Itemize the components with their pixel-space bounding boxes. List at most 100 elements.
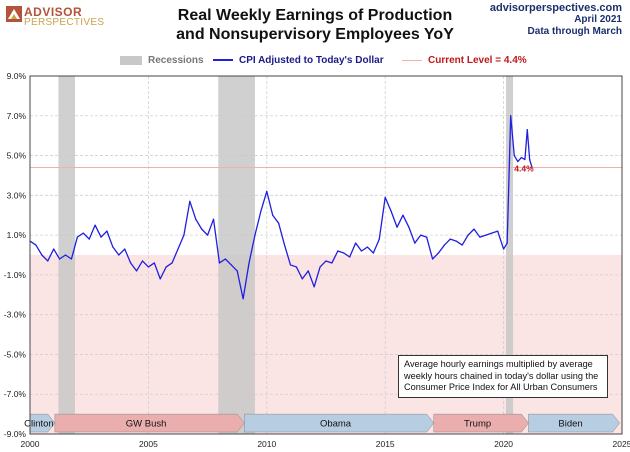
president-term-arrow bbox=[54, 413, 245, 433]
data-point bbox=[526, 129, 528, 131]
x-tick-label: 2005 bbox=[139, 439, 158, 449]
president-label: GW Bush bbox=[126, 419, 167, 430]
data-point bbox=[384, 196, 386, 198]
current-level-label: 4.4% bbox=[514, 163, 534, 173]
data-point bbox=[510, 115, 512, 117]
data-point bbox=[420, 234, 422, 236]
data-point bbox=[313, 286, 315, 288]
x-tick-label: 2025 bbox=[613, 439, 630, 449]
legend-label-recessions: Recessions bbox=[148, 54, 204, 66]
data-point bbox=[506, 242, 508, 244]
data-point bbox=[408, 226, 410, 228]
data-point bbox=[153, 262, 155, 264]
data-point bbox=[212, 218, 215, 220]
data-point bbox=[159, 278, 161, 280]
data-point bbox=[283, 244, 286, 246]
publish-date: April 2021 bbox=[574, 14, 622, 25]
legend-swatch-cpi bbox=[213, 59, 233, 61]
data-point bbox=[141, 260, 144, 262]
data-point bbox=[461, 244, 463, 246]
y-tick-label: -9.0% bbox=[4, 429, 27, 439]
legend-label-cpi: CPI Adjusted to Today's Dollar bbox=[239, 54, 384, 66]
data-point bbox=[272, 214, 274, 216]
data-point bbox=[307, 270, 309, 272]
data-point bbox=[325, 260, 327, 262]
legend-label-current-level: Current Level = 4.4% bbox=[428, 54, 527, 66]
logo-mark-icon bbox=[6, 6, 22, 22]
data-point bbox=[343, 252, 345, 254]
data-point bbox=[531, 166, 533, 169]
plot-frame bbox=[29, 75, 623, 435]
data-point bbox=[183, 234, 185, 236]
source-site: advisorperspectives.com bbox=[489, 2, 622, 14]
data-point bbox=[524, 158, 526, 161]
y-tick-label: -3.0% bbox=[4, 310, 27, 320]
x-tick-label: 2010 bbox=[257, 439, 276, 449]
data-point bbox=[189, 200, 191, 202]
president-term-arrow bbox=[433, 413, 529, 433]
data-point bbox=[94, 224, 96, 226]
data-point bbox=[278, 222, 280, 224]
data-point bbox=[124, 248, 126, 250]
data-point bbox=[112, 246, 114, 248]
advisor-perspectives-logo: ADVISOR PERSPECTIVES bbox=[6, 4, 116, 30]
y-tick-label: -1.0% bbox=[4, 270, 27, 280]
y-tick-label: 1.0% bbox=[7, 230, 27, 240]
data-point bbox=[260, 210, 262, 212]
data-point bbox=[414, 242, 416, 244]
legend-swatch-recessions bbox=[120, 55, 142, 65]
series-line-cpi-adjusted bbox=[29, 115, 533, 300]
x-tick-label: 2000 bbox=[21, 439, 40, 449]
legend-item-recessions: Recessions bbox=[120, 52, 204, 68]
data-point bbox=[165, 266, 167, 268]
data-point bbox=[230, 264, 232, 266]
data-point bbox=[147, 266, 149, 268]
x-tick-label: 2015 bbox=[376, 439, 395, 449]
data-point bbox=[53, 248, 55, 250]
data-point bbox=[360, 250, 363, 252]
data-point bbox=[402, 214, 404, 216]
y-tick-label: 5.0% bbox=[7, 151, 27, 161]
data-point bbox=[497, 230, 499, 232]
president-label: Obama bbox=[320, 419, 352, 430]
data-point bbox=[319, 266, 321, 268]
data-point bbox=[171, 262, 173, 264]
data-point bbox=[64, 254, 67, 256]
data-point bbox=[449, 238, 451, 240]
president-label: Biden bbox=[558, 419, 582, 430]
data-point bbox=[236, 270, 238, 272]
data-point bbox=[426, 236, 428, 238]
data-point bbox=[372, 252, 374, 254]
legend-swatch-current-level bbox=[402, 59, 422, 61]
chart-legend: Recessions CPI Adjusted to Today's Dolla… bbox=[30, 52, 622, 68]
data-point bbox=[106, 230, 108, 232]
y-tick-label: -5.0% bbox=[4, 349, 27, 359]
data-point bbox=[47, 260, 49, 262]
data-point bbox=[473, 228, 475, 230]
data-point bbox=[35, 244, 37, 246]
chart-title: Real Weekly Earnings of Production and N… bbox=[150, 6, 480, 44]
data-point bbox=[529, 158, 531, 161]
data-point bbox=[513, 154, 515, 157]
negative-zone bbox=[30, 255, 622, 434]
data-point bbox=[491, 232, 493, 234]
data-point bbox=[207, 234, 209, 236]
data-point bbox=[331, 262, 333, 264]
recession-band bbox=[505, 76, 514, 434]
x-tick-label: 2020 bbox=[494, 439, 513, 449]
y-tick-label: 3.0% bbox=[7, 190, 27, 200]
data-point bbox=[431, 258, 434, 260]
data-point bbox=[337, 250, 339, 252]
data-point bbox=[100, 236, 102, 238]
president-term-arrow bbox=[244, 413, 435, 433]
data-point bbox=[254, 234, 256, 236]
data-point bbox=[378, 238, 380, 240]
data-point bbox=[467, 234, 469, 236]
data-point bbox=[218, 262, 221, 264]
source-info: advisorperspectives.com April 2021 Data … bbox=[490, 2, 622, 38]
logo-text-line2: PERSPECTIVES bbox=[24, 17, 105, 28]
data-point bbox=[88, 238, 90, 240]
data-point bbox=[289, 264, 292, 266]
chart-title-line2: and Nonsupervisory Employees YoY bbox=[176, 26, 454, 43]
